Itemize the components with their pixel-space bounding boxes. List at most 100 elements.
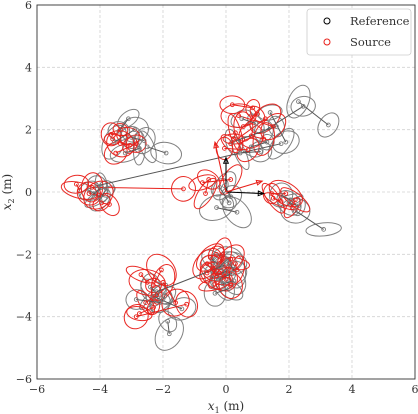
reference-point	[300, 103, 306, 109]
x-tick-label: 6	[412, 383, 418, 396]
reference-link	[232, 126, 277, 143]
reference-point	[94, 183, 100, 189]
source-point	[138, 272, 144, 277]
reference-link	[96, 143, 282, 187]
reference-point	[155, 292, 161, 298]
reference-ellipse	[317, 112, 340, 138]
source-ellipse	[100, 122, 122, 147]
source-point	[127, 142, 133, 148]
y-tick-label: 4	[25, 61, 32, 74]
reference-ellipse	[286, 84, 311, 119]
reference-point	[321, 227, 326, 232]
source-point	[218, 253, 224, 259]
source-point	[211, 266, 216, 271]
source-ellipse	[126, 305, 153, 322]
reference-link	[251, 141, 268, 148]
legend-label-reference: Reference	[350, 14, 410, 28]
source-point	[214, 273, 219, 279]
y-tick-label: 6	[25, 0, 32, 12]
source-link	[273, 197, 282, 202]
source-link	[136, 303, 187, 318]
reference-axis-arrow-head	[257, 190, 266, 197]
source-point	[206, 177, 212, 182]
source-link	[230, 118, 266, 145]
source-ellipse	[146, 253, 177, 287]
y-tick-label: 0	[25, 186, 32, 199]
source-point	[133, 141, 139, 147]
reference-point	[239, 116, 245, 122]
reference-point	[162, 294, 167, 299]
source-point	[181, 186, 186, 192]
x-tick-label: 4	[349, 383, 356, 396]
tick-labels: −6 −4 −2 0 2 4 6 −6 −4 −2 0 2 4 6	[16, 0, 418, 396]
reference-point	[283, 139, 289, 145]
source-ellipse	[125, 265, 157, 284]
source-point	[107, 202, 112, 207]
source-ellipse	[161, 288, 190, 317]
source-link	[139, 306, 154, 315]
reference-point	[223, 269, 229, 274]
source-point	[74, 181, 79, 187]
source-ellipse	[220, 134, 241, 154]
reference-point	[278, 192, 284, 198]
reference-ellipse	[257, 104, 283, 121]
source-point	[240, 124, 246, 129]
reference-link	[211, 258, 217, 265]
reference-point	[296, 99, 301, 104]
source-point	[228, 177, 234, 182]
reference-link	[216, 207, 238, 213]
source-point	[248, 133, 254, 139]
y-tick-label: −6	[16, 373, 32, 386]
source-point	[204, 261, 210, 267]
reference-ellipse	[222, 196, 252, 229]
reference-point	[165, 318, 171, 324]
source-point	[278, 199, 284, 204]
source-point	[77, 188, 82, 193]
source-ellipse	[123, 304, 149, 330]
reference-ellipse	[167, 297, 197, 321]
reference-point	[209, 275, 215, 281]
reference-point	[217, 276, 223, 282]
source-point	[159, 267, 164, 273]
reference-link	[240, 150, 261, 154]
reference-point	[228, 194, 234, 200]
reference-point	[133, 297, 139, 302]
reference-point	[214, 261, 219, 267]
reference-link	[214, 288, 230, 294]
source-point	[203, 191, 208, 196]
source-point	[263, 116, 268, 122]
source-link	[234, 263, 238, 271]
source-link	[110, 133, 129, 137]
reference-ellipse	[154, 316, 184, 351]
x-tick-label: −2	[155, 383, 171, 396]
source-link	[232, 104, 253, 109]
reference-ellipse	[150, 141, 183, 165]
reference-point	[222, 183, 227, 189]
source-point	[137, 311, 142, 316]
reference-point	[179, 306, 185, 312]
reference-point	[261, 128, 267, 134]
y-tick-label: 2	[25, 124, 32, 137]
plot-frame	[36, 4, 416, 380]
reference-link	[295, 210, 324, 230]
source-point	[200, 180, 205, 185]
points	[74, 99, 331, 337]
source-point	[292, 197, 298, 203]
source-point	[289, 205, 295, 210]
source-point	[151, 304, 156, 310]
reference-ellipse	[269, 182, 294, 208]
source-link	[219, 272, 227, 280]
source-ellipse	[219, 164, 243, 195]
source-link	[162, 282, 177, 303]
source-point	[214, 251, 219, 257]
reference-ellipse	[305, 222, 342, 237]
source-point	[144, 280, 150, 285]
reference-point	[217, 184, 223, 190]
source-link	[224, 147, 249, 151]
reference-ellipse	[117, 108, 140, 129]
source-point	[118, 127, 123, 133]
source-link	[214, 283, 231, 286]
reference-point	[220, 281, 226, 287]
reference-point	[212, 290, 218, 296]
